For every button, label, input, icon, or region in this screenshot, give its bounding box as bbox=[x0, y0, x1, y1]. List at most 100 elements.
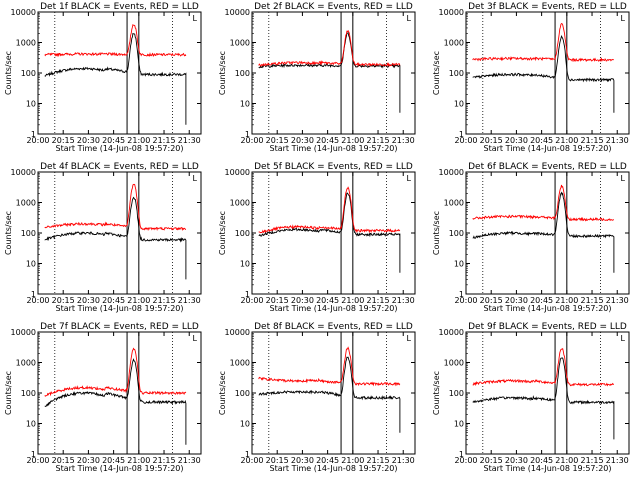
y-tick-label: 100 bbox=[449, 69, 464, 78]
chart-title: Det 3f BLACK = Events, RED = LLD bbox=[468, 2, 627, 12]
corner-label: L bbox=[193, 334, 198, 343]
x-tick-label: 20:30 bbox=[77, 296, 100, 305]
x-tick-label: 20:00 bbox=[26, 296, 49, 305]
y-axis-label: Counts/sec bbox=[218, 371, 227, 415]
y-axis-label: Counts/sec bbox=[4, 371, 13, 415]
events-series-line bbox=[258, 32, 401, 113]
lld-series-line bbox=[44, 347, 187, 397]
x-tick-label: 20:15 bbox=[52, 296, 75, 305]
x-axis-label: Start Time (14-Jun-08 19:57:20) bbox=[270, 464, 398, 473]
x-tick-label: 21:00 bbox=[341, 456, 364, 465]
chart-panel-1: Det 1f BLACK = Events, RED = LLD L 1 10 100 1… bbox=[4, 2, 202, 153]
x-tick-label: 20:45 bbox=[102, 456, 125, 465]
y-tick-label: 10000 bbox=[225, 8, 250, 17]
events-series-line bbox=[44, 32, 187, 125]
chart-panel-8: Det 8f BLACK = Events, RED = LLD L 1 10 100 1… bbox=[218, 322, 416, 473]
corner-label: L bbox=[621, 14, 626, 23]
y-tick-label: 1 bbox=[245, 130, 250, 139]
x-axis-label: Start Time (14-Jun-08 19:57:20) bbox=[484, 464, 612, 473]
y-tick-label: 10000 bbox=[11, 328, 36, 337]
x-tick-label: 21:30 bbox=[392, 456, 415, 465]
y-tick-label: 100 bbox=[449, 229, 464, 238]
corner-label: L bbox=[193, 174, 198, 183]
corner-label: L bbox=[407, 334, 412, 343]
x-tick-label: 21:30 bbox=[392, 136, 415, 145]
plot-frame bbox=[37, 171, 202, 295]
x-tick-label: 21:30 bbox=[606, 456, 629, 465]
lld-series-line bbox=[472, 184, 614, 222]
chart-panel-6: Det 6f BLACK = Events, RED = LLD L 1 10 100 1… bbox=[432, 162, 630, 313]
x-tick-label: 21:00 bbox=[555, 296, 578, 305]
y-tick-label: 100 bbox=[21, 389, 36, 398]
x-tick-label: 20:00 bbox=[454, 136, 477, 145]
y-tick-label: 10 bbox=[26, 260, 36, 269]
y-axis-label: Counts/sec bbox=[432, 51, 441, 95]
x-tick-label: 20:00 bbox=[240, 456, 263, 465]
x-tick-label: 21:00 bbox=[127, 296, 150, 305]
x-tick-label: 21:15 bbox=[152, 296, 175, 305]
x-tick-label: 21:00 bbox=[555, 456, 578, 465]
y-axis-label: Counts/sec bbox=[218, 211, 227, 255]
x-tick-label: 20:45 bbox=[530, 456, 553, 465]
x-tick-label: 20:15 bbox=[266, 136, 289, 145]
x-tick-label: 20:00 bbox=[240, 136, 263, 145]
x-tick-label: 20:15 bbox=[52, 456, 75, 465]
plot-frame bbox=[465, 331, 630, 455]
x-tick-label: 21:15 bbox=[580, 136, 603, 145]
y-tick-label: 1000 bbox=[444, 39, 464, 48]
y-tick-label: 10 bbox=[454, 100, 464, 109]
x-tick-label: 21:30 bbox=[392, 296, 415, 305]
x-axis-label: Start Time (14-Jun-08 19:57:20) bbox=[56, 144, 184, 153]
chart-title: Det 1f BLACK = Events, RED = LLD bbox=[40, 2, 199, 12]
x-tick-label: 21:30 bbox=[178, 456, 201, 465]
x-tick-label: 20:30 bbox=[291, 456, 314, 465]
x-tick-label: 20:30 bbox=[505, 296, 528, 305]
y-tick-label: 10000 bbox=[11, 168, 36, 177]
lld-series-line bbox=[472, 22, 614, 63]
x-axis-label: Start Time (14-Jun-08 19:57:20) bbox=[270, 144, 398, 153]
x-tick-label: 21:15 bbox=[366, 296, 389, 305]
x-tick-label: 20:00 bbox=[454, 296, 477, 305]
events-series-line bbox=[258, 192, 401, 273]
x-tick-label: 20:30 bbox=[505, 456, 528, 465]
y-tick-label: 10000 bbox=[439, 8, 464, 17]
y-tick-label: 100 bbox=[235, 389, 250, 398]
y-tick-label: 1000 bbox=[230, 199, 250, 208]
y-tick-label: 100 bbox=[449, 389, 464, 398]
x-tick-label: 21:30 bbox=[606, 296, 629, 305]
x-tick-label: 20:15 bbox=[480, 296, 503, 305]
x-tick-label: 21:15 bbox=[580, 456, 603, 465]
events-series-line bbox=[44, 358, 187, 445]
y-tick-label: 1000 bbox=[444, 359, 464, 368]
corner-label: L bbox=[193, 14, 198, 23]
y-tick-label: 10000 bbox=[439, 328, 464, 337]
y-tick-label: 10000 bbox=[225, 168, 250, 177]
chart-panel-2: Det 2f BLACK = Events, RED = LLD L 1 10 100 1… bbox=[218, 2, 416, 153]
x-axis-label: Start Time (14-Jun-08 19:57:20) bbox=[270, 304, 398, 313]
x-axis-label: Start Time (14-Jun-08 19:57:20) bbox=[56, 304, 184, 313]
y-tick-label: 1 bbox=[245, 290, 250, 299]
x-tick-label: 21:15 bbox=[366, 136, 389, 145]
x-tick-label: 21:00 bbox=[127, 456, 150, 465]
plot-frame bbox=[37, 11, 202, 135]
x-tick-label: 20:45 bbox=[316, 296, 339, 305]
x-tick-label: 20:00 bbox=[454, 456, 477, 465]
x-tick-label: 21:15 bbox=[580, 296, 603, 305]
x-tick-label: 20:45 bbox=[316, 136, 339, 145]
x-tick-label: 21:15 bbox=[152, 456, 175, 465]
lld-series-line bbox=[472, 347, 614, 387]
x-tick-label: 20:45 bbox=[530, 296, 553, 305]
y-tick-label: 100 bbox=[235, 229, 250, 238]
y-tick-label: 1 bbox=[31, 130, 36, 139]
x-tick-label: 21:00 bbox=[341, 296, 364, 305]
chart-panel-3: Det 3f BLACK = Events, RED = LLD L 1 10 100 1… bbox=[432, 2, 630, 153]
x-tick-label: 20:15 bbox=[52, 136, 75, 145]
x-tick-label: 20:00 bbox=[26, 456, 49, 465]
x-tick-label: 21:00 bbox=[341, 136, 364, 145]
corner-label: L bbox=[407, 174, 412, 183]
x-tick-label: 20:15 bbox=[480, 456, 503, 465]
y-tick-label: 100 bbox=[235, 69, 250, 78]
events-series-line bbox=[472, 357, 615, 440]
lld-series-line bbox=[258, 29, 401, 68]
